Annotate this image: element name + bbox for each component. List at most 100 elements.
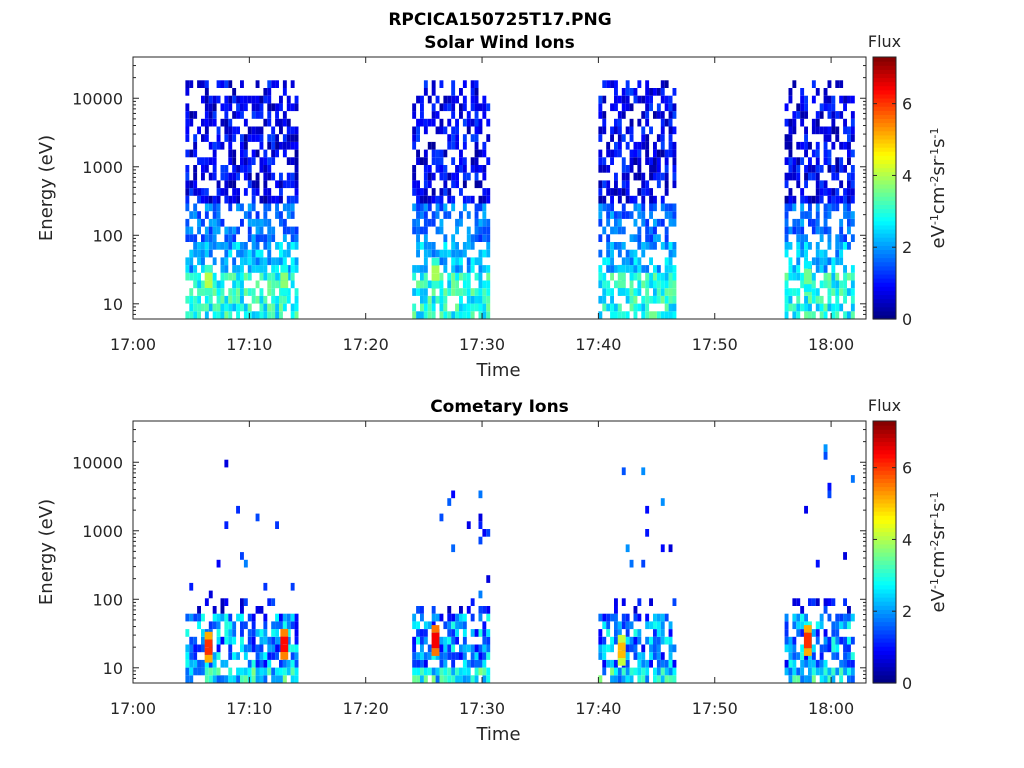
- heatmap-cell: [827, 613, 832, 622]
- heatmap-cell: [784, 134, 789, 142]
- heatmap-cell: [451, 280, 456, 289]
- heatmap-cell: [474, 288, 479, 296]
- heatmap-cell: [606, 249, 611, 258]
- heatmap-cell: [784, 218, 789, 227]
- x-tick-label: 17:50: [692, 335, 738, 354]
- heatmap-cell: [259, 103, 264, 112]
- heatmap-cell: [668, 95, 673, 104]
- heatmap-cell: [243, 652, 248, 660]
- heatmap-cell: [664, 149, 669, 158]
- heatmap-cell: [641, 211, 646, 219]
- heatmap-cell: [443, 303, 448, 312]
- heatmap-cell: [792, 659, 797, 668]
- colorbar-frame: [872, 56, 897, 320]
- heatmap-cell: [451, 288, 456, 296]
- heatmap-cell: [259, 644, 264, 653]
- units-base: cm: [928, 187, 949, 214]
- heatmap-cell: [800, 103, 805, 112]
- heatmap-cell: [482, 675, 487, 683]
- heatmap-cell: [228, 149, 233, 158]
- colorbar-segment: [873, 572, 896, 578]
- heatmap-cell: [672, 172, 677, 181]
- heatmap-cell: [447, 272, 452, 281]
- heatmap-cell: [784, 157, 789, 165]
- heatmap-cell: [201, 195, 205, 204]
- heatmap-cell: [208, 249, 213, 258]
- heatmap-cell: [267, 652, 272, 660]
- colorbar-segment: [873, 142, 896, 148]
- heatmap-cell: [606, 218, 611, 227]
- heatmap-cell: [459, 103, 463, 112]
- heatmap-cell: [811, 311, 816, 319]
- heatmap-cell: [267, 103, 272, 112]
- heatmap-cell: [236, 95, 240, 104]
- heatmap-cell: [443, 234, 448, 242]
- heatmap-cell: [788, 118, 793, 127]
- heatmap-cell: [621, 667, 626, 676]
- heatmap-cell: [645, 218, 650, 227]
- heatmap-cell: [792, 80, 797, 88]
- heatmap-cell: [831, 675, 836, 683]
- heatmap-cell: [606, 80, 611, 88]
- heatmap-cell: [286, 134, 291, 142]
- heatmap-cell: [668, 111, 673, 119]
- heatmap-cell: [420, 157, 424, 165]
- heatmap-cell: [835, 195, 840, 204]
- colorbar-segment: [873, 192, 896, 197]
- heatmap-cell: [263, 218, 268, 227]
- heatmap-cell: [474, 644, 479, 653]
- units-exponent: -1: [928, 512, 941, 523]
- heatmap-cell: [204, 80, 209, 88]
- heatmap-cell: [672, 598, 677, 606]
- heatmap-cell: [629, 165, 634, 173]
- heatmap-cell: [788, 272, 793, 281]
- heatmap-cell: [427, 621, 432, 630]
- heatmap-cell: [470, 311, 475, 319]
- heatmap-cell: [451, 195, 456, 204]
- heatmap-cell: [641, 644, 646, 653]
- heatmap-cell: [282, 234, 287, 242]
- heatmap-cell: [668, 149, 673, 158]
- heatmap-cell: [641, 295, 646, 304]
- heatmap-cell: [279, 249, 283, 258]
- heatmap-cell: [189, 188, 194, 196]
- heatmap-cell: [208, 621, 213, 630]
- heatmap-cell: [224, 272, 229, 281]
- heatmap-cell: [847, 644, 851, 653]
- heatmap-cell: [482, 203, 487, 212]
- heatmap-cell: [259, 165, 264, 173]
- heatmap-cell: [259, 675, 264, 683]
- heatmap-cell: [835, 311, 840, 319]
- heatmap-cell: [649, 272, 653, 281]
- heatmap-cell: [474, 88, 479, 96]
- heatmap-cell: [294, 613, 299, 622]
- heatmap-cell: [637, 288, 642, 296]
- heatmap-cell: [827, 482, 832, 491]
- heatmap-cell: [482, 636, 487, 645]
- heatmap-cell: [850, 180, 855, 189]
- heatmap-cell: [835, 288, 840, 296]
- colorbar-segment: [873, 134, 896, 140]
- heatmap-cell: [656, 652, 661, 660]
- heatmap-cell: [668, 272, 673, 281]
- heatmap-cell: [185, 257, 190, 266]
- heatmap-cell: [193, 272, 198, 281]
- heatmap-cell: [653, 667, 657, 676]
- heatmap-cell: [255, 172, 260, 181]
- heatmap-cell: [784, 242, 789, 250]
- heatmap-cell: [474, 675, 479, 683]
- x-tick-label: 17:40: [575, 699, 621, 718]
- heatmap-cell: [664, 157, 669, 165]
- heatmap-cell: [621, 157, 626, 165]
- heatmap-cell: [228, 675, 233, 683]
- heatmap-cell: [649, 126, 653, 135]
- heatmap-cell: [653, 203, 657, 212]
- heatmap-cell: [839, 659, 844, 668]
- heatmap-cell: [629, 211, 634, 219]
- heatmap-cell: [792, 636, 797, 645]
- heatmap-cell: [831, 203, 836, 212]
- heatmap-cell: [216, 295, 221, 304]
- heatmap-cell: [482, 226, 487, 235]
- heatmap-cell: [412, 667, 417, 676]
- colorbar-tick-label: 0: [902, 674, 912, 693]
